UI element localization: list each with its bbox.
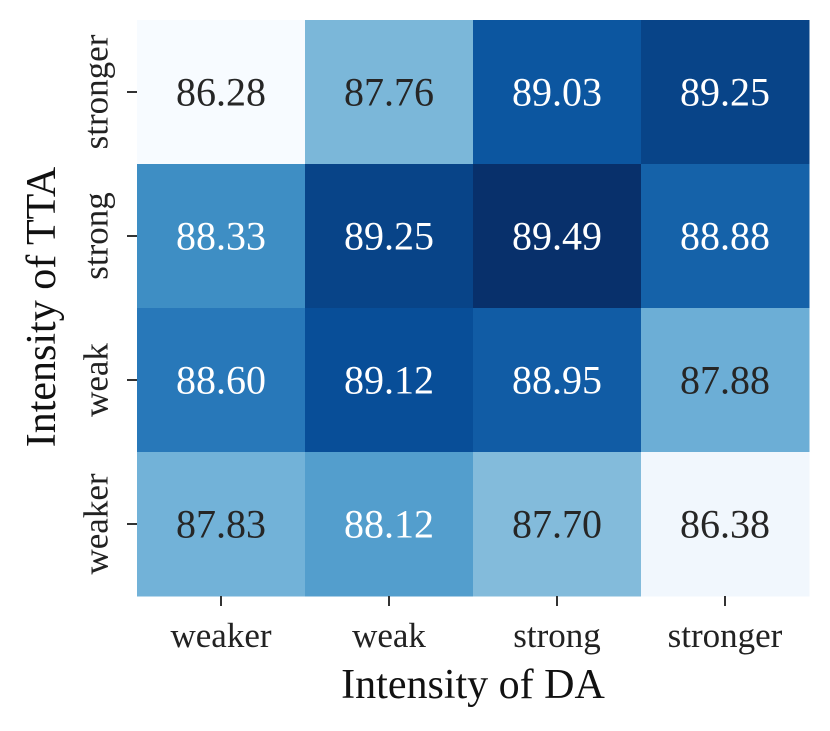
heatmap-cell bbox=[305, 308, 474, 453]
x-tick-label: weaker bbox=[170, 616, 271, 655]
heatmap-cell bbox=[137, 308, 306, 453]
cell-value-label: 88.60 bbox=[176, 358, 266, 403]
cell-value-label: 88.12 bbox=[344, 502, 434, 547]
cell-value-label: 87.76 bbox=[344, 70, 434, 115]
cell-value-label: 88.95 bbox=[512, 358, 602, 403]
cell-value-label: 89.49 bbox=[512, 214, 602, 259]
cell-value-label: 89.25 bbox=[680, 70, 770, 115]
cell-value-label: 87.70 bbox=[512, 502, 602, 547]
heatmap-cell bbox=[305, 164, 474, 309]
heatmap-cell bbox=[473, 308, 642, 453]
cell-value-label: 88.88 bbox=[680, 214, 770, 259]
y-tick-label: weaker bbox=[77, 473, 116, 574]
heatmap-cell bbox=[641, 308, 810, 453]
y-tick-label: weak bbox=[77, 343, 116, 417]
heatmap-cell bbox=[473, 20, 642, 165]
heatmap-cell bbox=[641, 452, 810, 597]
heatmap-cell bbox=[137, 20, 306, 165]
cell-value-label: 88.33 bbox=[176, 214, 266, 259]
cell-value-label: 87.83 bbox=[176, 502, 266, 547]
heatmap-cell bbox=[305, 452, 474, 597]
y-axis: stronger strong weak weaker bbox=[77, 34, 137, 575]
cell-value-label: 89.12 bbox=[344, 358, 434, 403]
x-tick-label: weak bbox=[352, 616, 426, 655]
cell-value-label: 86.28 bbox=[176, 70, 266, 115]
heatmap-cell bbox=[137, 452, 306, 597]
heatmap-cell bbox=[473, 452, 642, 597]
cell-value-label: 86.38 bbox=[680, 502, 770, 547]
cell-value-label: 87.88 bbox=[680, 358, 770, 403]
cell-value-label: 89.25 bbox=[344, 214, 434, 259]
heatmap-cells: 86.28 87.76 89.03 89.25 88.33 89.25 89.49 88.88… bbox=[137, 20, 810, 597]
cell-value-label: 89.03 bbox=[512, 70, 602, 115]
x-axis: weaker weak strong stronger bbox=[170, 596, 783, 655]
heatmap-cell bbox=[473, 164, 642, 309]
x-axis-title: Intensity of DA bbox=[341, 662, 605, 708]
x-tick-label: stronger bbox=[668, 616, 783, 655]
y-tick-label: stronger bbox=[77, 34, 116, 149]
heatmap-cell bbox=[305, 20, 474, 165]
x-tick-label: strong bbox=[513, 616, 601, 655]
heatmap-cell bbox=[641, 164, 810, 309]
y-tick-label: strong bbox=[77, 192, 116, 280]
heatmap-cell bbox=[641, 20, 810, 165]
y-axis-title: Intensity of TTA bbox=[19, 166, 65, 447]
heatmap-cell bbox=[137, 164, 306, 309]
